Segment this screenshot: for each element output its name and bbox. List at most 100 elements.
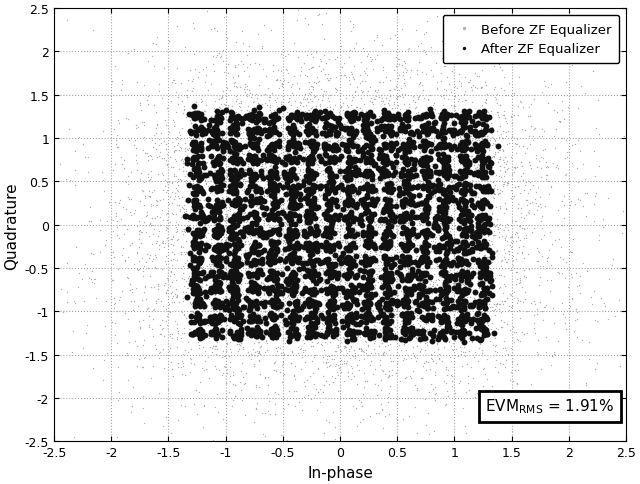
Before ZF Equalizer: [193, 178, 203, 185]
Before ZF Equalizer: [376, 233, 387, 241]
After ZF Equalizer: [248, 328, 258, 335]
Before ZF Equalizer: [426, 224, 436, 232]
After ZF Equalizer: [325, 154, 335, 162]
After ZF Equalizer: [444, 142, 454, 150]
Before ZF Equalizer: [213, 216, 223, 224]
Before ZF Equalizer: [390, 293, 400, 301]
Before ZF Equalizer: [332, 172, 342, 180]
After ZF Equalizer: [294, 212, 304, 220]
Before ZF Equalizer: [193, 225, 203, 233]
Before ZF Equalizer: [359, 258, 369, 266]
Before ZF Equalizer: [473, 224, 483, 231]
After ZF Equalizer: [423, 203, 433, 211]
After ZF Equalizer: [188, 285, 198, 293]
Before ZF Equalizer: [154, 354, 164, 362]
Before ZF Equalizer: [267, 115, 277, 123]
After ZF Equalizer: [266, 156, 276, 164]
Before ZF Equalizer: [502, 141, 512, 149]
After ZF Equalizer: [260, 315, 270, 322]
After ZF Equalizer: [458, 147, 468, 155]
After ZF Equalizer: [233, 212, 243, 220]
Before ZF Equalizer: [303, 255, 314, 262]
After ZF Equalizer: [400, 326, 410, 334]
Before ZF Equalizer: [296, 146, 306, 153]
Before ZF Equalizer: [466, 253, 476, 260]
After ZF Equalizer: [435, 287, 445, 295]
After ZF Equalizer: [308, 188, 318, 196]
After ZF Equalizer: [445, 245, 456, 253]
Before ZF Equalizer: [374, 285, 384, 293]
Before ZF Equalizer: [306, 239, 316, 247]
Before ZF Equalizer: [231, 194, 241, 201]
Before ZF Equalizer: [464, 338, 474, 346]
After ZF Equalizer: [476, 155, 486, 163]
After ZF Equalizer: [249, 141, 259, 149]
Before ZF Equalizer: [478, 382, 488, 390]
Before ZF Equalizer: [306, 167, 316, 175]
Before ZF Equalizer: [337, 249, 347, 257]
Before ZF Equalizer: [224, 244, 234, 252]
Before ZF Equalizer: [294, 398, 304, 406]
Before ZF Equalizer: [323, 161, 333, 168]
Before ZF Equalizer: [171, 223, 181, 231]
Before ZF Equalizer: [476, 300, 486, 307]
Before ZF Equalizer: [578, 161, 588, 168]
After ZF Equalizer: [388, 297, 398, 305]
Before ZF Equalizer: [369, 333, 379, 341]
After ZF Equalizer: [348, 156, 358, 164]
Before ZF Equalizer: [290, 291, 300, 299]
Before ZF Equalizer: [129, 45, 139, 53]
Before ZF Equalizer: [287, 348, 298, 356]
After ZF Equalizer: [460, 339, 470, 347]
Before ZF Equalizer: [405, 222, 415, 230]
Before ZF Equalizer: [340, 228, 350, 236]
Before ZF Equalizer: [184, 332, 195, 339]
After ZF Equalizer: [428, 182, 438, 189]
Before ZF Equalizer: [385, 106, 395, 114]
Before ZF Equalizer: [205, 285, 216, 293]
Before ZF Equalizer: [308, 230, 318, 238]
Before ZF Equalizer: [109, 63, 120, 71]
After ZF Equalizer: [252, 124, 262, 132]
Before ZF Equalizer: [257, 213, 267, 221]
Before ZF Equalizer: [270, 120, 280, 127]
Before ZF Equalizer: [184, 325, 194, 333]
Before ZF Equalizer: [457, 253, 467, 260]
Before ZF Equalizer: [415, 205, 425, 213]
Before ZF Equalizer: [379, 227, 389, 235]
Before ZF Equalizer: [326, 121, 336, 128]
Before ZF Equalizer: [171, 109, 181, 117]
Before ZF Equalizer: [339, 173, 349, 181]
Before ZF Equalizer: [326, 245, 337, 253]
Before ZF Equalizer: [342, 185, 352, 193]
Before ZF Equalizer: [419, 244, 429, 252]
Before ZF Equalizer: [450, 321, 460, 329]
After ZF Equalizer: [319, 140, 329, 148]
After ZF Equalizer: [420, 158, 431, 166]
Before ZF Equalizer: [461, 296, 472, 304]
Before ZF Equalizer: [364, 172, 374, 180]
Before ZF Equalizer: [394, 256, 404, 263]
After ZF Equalizer: [349, 108, 360, 116]
After ZF Equalizer: [285, 333, 295, 341]
Before ZF Equalizer: [346, 287, 356, 294]
After ZF Equalizer: [440, 210, 450, 217]
Before ZF Equalizer: [266, 27, 276, 34]
Before ZF Equalizer: [247, 258, 257, 266]
Before ZF Equalizer: [235, 395, 245, 403]
Before ZF Equalizer: [408, 367, 418, 375]
After ZF Equalizer: [471, 183, 481, 191]
Before ZF Equalizer: [411, 324, 421, 332]
After ZF Equalizer: [438, 113, 448, 121]
After ZF Equalizer: [230, 246, 241, 254]
Before ZF Equalizer: [415, 262, 425, 270]
Before ZF Equalizer: [344, 184, 355, 192]
Before ZF Equalizer: [541, 333, 551, 341]
After ZF Equalizer: [266, 286, 276, 293]
After ZF Equalizer: [356, 319, 366, 327]
Before ZF Equalizer: [476, 183, 486, 191]
Before ZF Equalizer: [401, 106, 412, 113]
After ZF Equalizer: [443, 287, 453, 294]
After ZF Equalizer: [372, 125, 383, 133]
Before ZF Equalizer: [374, 118, 384, 125]
